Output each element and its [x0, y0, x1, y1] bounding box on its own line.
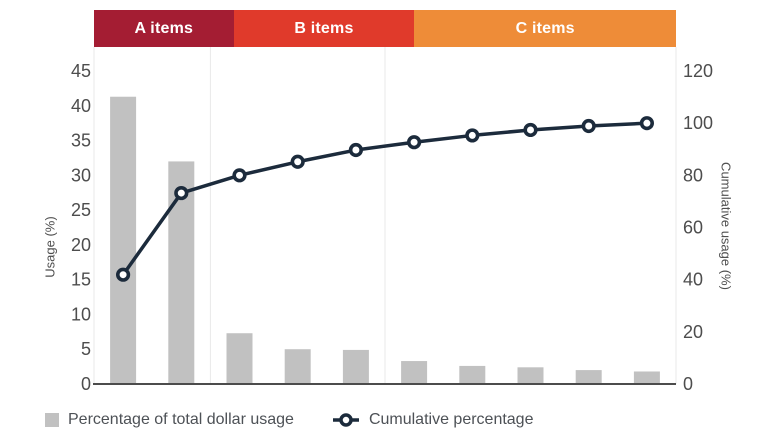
- left-axis-tick: 15: [71, 270, 91, 290]
- left-axis-tick: 0: [81, 374, 91, 394]
- left-axis-tick: 5: [81, 339, 91, 359]
- left-axis-tick: 20: [71, 235, 91, 255]
- band-a-items: A items: [94, 10, 234, 47]
- usage-bar: [459, 365, 486, 384]
- usage-bar: [401, 361, 428, 384]
- left-axis-tick: 10: [71, 304, 91, 324]
- left-axis-tick: 30: [71, 165, 91, 185]
- chart-legend: Percentage of total dollar usage Cumulat…: [45, 411, 533, 429]
- left-axis-tick: 45: [71, 61, 91, 81]
- cumulative-marker: [348, 142, 364, 158]
- band-c-items: C items: [414, 10, 677, 47]
- legend-bars-label: Percentage of total dollar usage: [68, 411, 294, 428]
- bar-swatch-icon: [45, 413, 59, 427]
- cumulative-marker: [639, 116, 655, 131]
- right-axis-tick: 120: [683, 61, 713, 81]
- band-b-items: B items: [233, 10, 415, 47]
- left-axis-tick: 40: [71, 96, 91, 116]
- cumulative-marker: [523, 122, 538, 138]
- abc-bands: A items B items C items: [94, 10, 677, 47]
- usage-bar: [110, 96, 137, 384]
- cumulative-marker: [174, 185, 189, 201]
- left-axis-title: Usage (%): [42, 216, 58, 278]
- right-axis-tick: 40: [683, 270, 703, 290]
- band-a-label: A items: [134, 19, 194, 37]
- usage-bar: [517, 367, 544, 384]
- usage-bar: [284, 349, 311, 384]
- right-axis-tick: 80: [683, 165, 703, 185]
- usage-bar: [226, 333, 253, 384]
- right-axis-tick: 20: [683, 322, 703, 342]
- usage-bar: [633, 371, 660, 384]
- right-axis-tick: 100: [683, 113, 713, 133]
- band-c-label: C items: [515, 19, 575, 37]
- usage-bar: [575, 370, 602, 384]
- right-axis-tick: 60: [683, 218, 703, 238]
- usage-bar: [342, 349, 369, 384]
- legend-item-line: Cumulative percentage: [332, 411, 534, 429]
- cumulative-marker: [232, 168, 247, 183]
- left-axis-tick: 35: [71, 131, 91, 151]
- cumulative-marker: [290, 154, 305, 169]
- right-axis-tick: 0: [683, 374, 693, 394]
- left-axis-tick: 25: [71, 200, 91, 220]
- right-axis-title: Cumulative usage (%): [718, 162, 734, 290]
- cumulative-marker: [115, 267, 131, 282]
- band-b-label: B items: [294, 19, 354, 37]
- cumulative-line: [121, 121, 647, 276]
- line-marker-icon: [332, 413, 359, 427]
- legend-item-bars: Percentage of total dollar usage: [45, 411, 294, 429]
- cumulative-marker: [581, 118, 596, 134]
- legend-circle-marker: [339, 413, 353, 427]
- cumulative-marker: [407, 135, 422, 150]
- legend-line-label: Cumulative percentage: [368, 411, 534, 428]
- cumulative-marker: [465, 128, 480, 143]
